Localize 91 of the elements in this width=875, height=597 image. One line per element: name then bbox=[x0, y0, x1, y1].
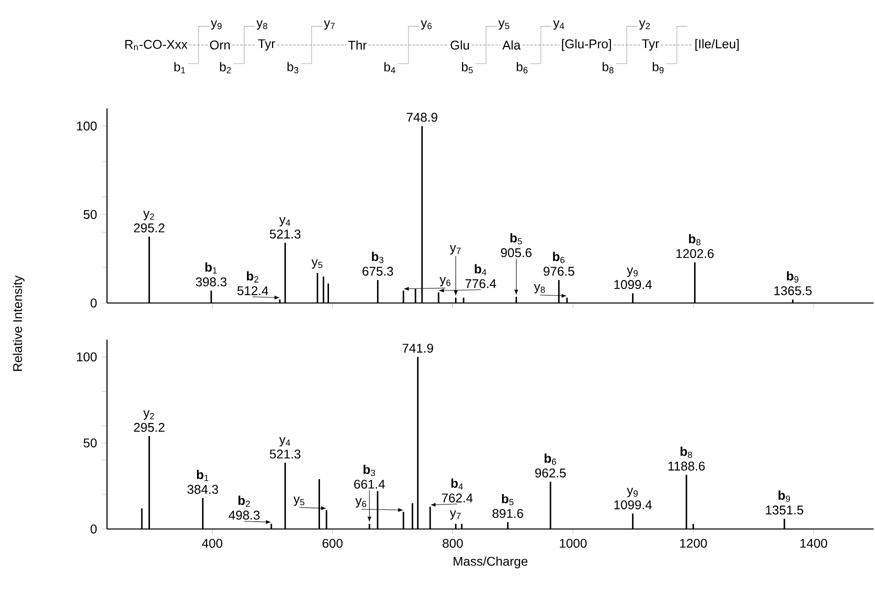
x-tick-label: 400 bbox=[202, 538, 222, 548]
y-tick-label: 100 bbox=[77, 122, 97, 131]
text: b$_{1}$ bbox=[174, 62, 186, 74]
annotation: 891.6 bbox=[492, 508, 524, 518]
text: b$_{4}$ bbox=[384, 62, 396, 74]
category-label: Tyr bbox=[642, 39, 660, 51]
category-label: [Ile/Leu] bbox=[695, 39, 739, 51]
annotation: 776.4 bbox=[465, 279, 496, 288]
y-tick-label: 50 bbox=[84, 210, 97, 219]
text: b$_{6}$ bbox=[516, 62, 528, 74]
annotation: b$_{9}$ bbox=[786, 271, 798, 283]
annotation: y$_{6}$ bbox=[355, 498, 366, 508]
annotation: y$_{2}$ bbox=[143, 210, 154, 220]
category-label: Ala bbox=[502, 40, 521, 50]
annotation: y$_{4}$ bbox=[279, 217, 290, 226]
annotation: 295.2 bbox=[134, 223, 164, 232]
x-tick-label: 1400 bbox=[800, 538, 828, 548]
x-tick-label: 800 bbox=[442, 538, 463, 548]
annotation: b$_{5}$ bbox=[502, 494, 514, 506]
category-label: R$_{n}$-CO-Xxx bbox=[125, 40, 188, 50]
annotation: y$_{8}$ bbox=[534, 284, 545, 294]
y-tick-label: 0 bbox=[90, 298, 97, 308]
y-tick-label: 0 bbox=[90, 524, 97, 534]
category-label: Orn bbox=[210, 40, 230, 50]
category-label: Glu bbox=[450, 40, 469, 50]
y-tick-label: 100 bbox=[77, 352, 97, 362]
annotation: b$_{2}$ bbox=[246, 271, 258, 282]
x-tick-label: 1200 bbox=[680, 538, 707, 548]
annotation: 398.3 bbox=[196, 277, 226, 286]
annotation: 512.4 bbox=[237, 286, 268, 296]
annotation: 384.3 bbox=[187, 484, 218, 494]
annotation: b$_{8}$ bbox=[689, 234, 700, 246]
annotation: y$_{9}$ bbox=[626, 488, 638, 498]
annotation: b$_{3}$ bbox=[372, 252, 384, 264]
annotation: y$_{7}$ bbox=[450, 245, 461, 255]
annotation: 762.4 bbox=[442, 493, 473, 502]
annotation: 1365.5 bbox=[774, 286, 812, 296]
annotation: 521.3 bbox=[270, 230, 300, 239]
annotation: 962.5 bbox=[535, 468, 566, 478]
text: y$_{5}$ bbox=[498, 20, 510, 30]
text: y$_{2}$ bbox=[639, 20, 650, 30]
text: b$_{2}$ bbox=[220, 62, 231, 74]
annotation: 976.5 bbox=[544, 266, 574, 276]
text: b$_{9}$ bbox=[652, 62, 664, 74]
annotation: b$_{3}$ bbox=[364, 464, 376, 476]
text: y$_{9}$ bbox=[210, 20, 222, 30]
annotation: y$_{6}$ bbox=[440, 277, 450, 286]
x-tick-label: 1000 bbox=[560, 538, 587, 548]
annotation: 521.3 bbox=[270, 450, 300, 459]
text: y$_{8}$ bbox=[256, 20, 268, 30]
annotation: y$_{4}$ bbox=[279, 437, 290, 446]
annotation: 1188.6 bbox=[668, 462, 705, 471]
text: y$_{4}$ bbox=[553, 20, 564, 30]
annotation: 748.9 bbox=[406, 112, 438, 122]
text: b$_{5}$ bbox=[462, 62, 473, 74]
category-label: [Glu-Pro] bbox=[562, 39, 611, 51]
annotation: y$_{7}$ bbox=[450, 510, 461, 520]
annotation: 661.4 bbox=[354, 480, 385, 489]
annotation: y$_{5}$ bbox=[312, 259, 322, 269]
annotation: b$_{1}$ bbox=[205, 262, 217, 274]
x-axis-title: Mass/Charge bbox=[454, 556, 528, 568]
annotation: y$_{2}$ bbox=[143, 410, 154, 420]
annotation: 498.3 bbox=[228, 510, 260, 520]
annotation: b$_{1}$ bbox=[196, 470, 208, 482]
y-axis-title: Relative Intensity bbox=[12, 275, 25, 371]
annotation: 1202.6 bbox=[676, 249, 714, 258]
annotation: 1099.4 bbox=[614, 280, 652, 290]
annotation: y$_{9}$ bbox=[626, 268, 638, 277]
annotation: 741.9 bbox=[402, 344, 434, 353]
annotation: 905.6 bbox=[500, 248, 532, 258]
annotation: b$_{4}$ bbox=[474, 264, 486, 276]
text: b$_{3}$ bbox=[288, 62, 298, 74]
annotation: 1351.5 bbox=[766, 506, 804, 514]
annotation: b$_{5}$ bbox=[510, 233, 522, 244]
annotation: 1099.4 bbox=[614, 500, 652, 510]
annotation: y$_{5}$ bbox=[293, 496, 304, 506]
annotation: 675.3 bbox=[362, 266, 394, 276]
category-label: Thr bbox=[348, 40, 367, 50]
annotation: b$_{6}$ bbox=[553, 252, 564, 264]
text: y$_{6}$ bbox=[420, 20, 432, 30]
annotation: b$_{8}$ bbox=[680, 446, 692, 458]
annotation: b$_{6}$ bbox=[544, 454, 556, 465]
text: b$_{8}$ bbox=[602, 62, 614, 74]
category-label: Tyr bbox=[258, 39, 276, 51]
text: y$_{7}$ bbox=[324, 20, 335, 30]
y-tick-label: 50 bbox=[84, 438, 97, 448]
annotation: b$_{2}$ bbox=[238, 496, 250, 507]
annotation: b$_{9}$ bbox=[778, 490, 790, 502]
x-tick-label: 600 bbox=[322, 538, 343, 548]
annotation: 295.2 bbox=[134, 422, 164, 432]
annotation: b$_{4}$ bbox=[451, 478, 463, 490]
